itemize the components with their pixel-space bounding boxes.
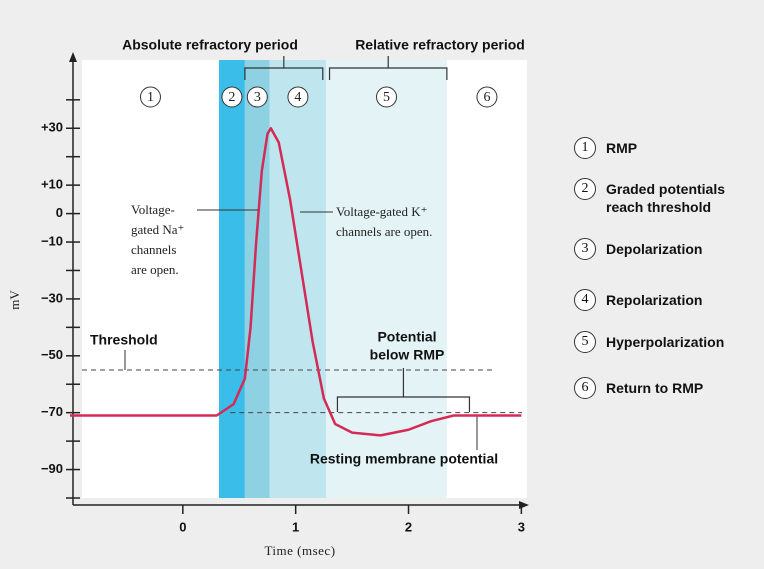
- legend-number: 5: [574, 331, 596, 353]
- phase-marker: [287, 86, 309, 108]
- phase-number: 1: [147, 90, 154, 105]
- legend-item: 2 Graded potentials reach threshold: [574, 178, 760, 216]
- k-note: channels are open.: [336, 224, 432, 239]
- legend-item: 4 Repolarization: [574, 289, 760, 311]
- x-arrow: [519, 501, 529, 509]
- legend-item: 5 Hyperpolarization: [574, 331, 760, 353]
- legend-label: Repolarization: [606, 292, 703, 308]
- legend-number: 2: [574, 178, 596, 200]
- legend-label: Return to RMP: [606, 380, 704, 396]
- phase-marker: [221, 86, 243, 108]
- period-bracket: [244, 56, 324, 80]
- y-tick-label: −90: [41, 461, 63, 476]
- x-tick-label: 0: [179, 519, 186, 534]
- phase-band: [218, 60, 245, 498]
- x-tick-label: 2: [405, 519, 412, 534]
- phase-marker: [246, 86, 268, 108]
- period-label: Relative refractory period: [355, 37, 525, 53]
- legend-item: 6 Return to RMP: [574, 377, 760, 399]
- legend-label: Graded potentials reach threshold: [606, 181, 726, 215]
- phase-band: [244, 60, 270, 498]
- period-bracket: [328, 56, 448, 80]
- na-note: gated Na⁺: [131, 222, 184, 237]
- na-note: are open.: [131, 262, 179, 277]
- phase-band: [326, 60, 447, 498]
- phase-number: 4: [294, 90, 301, 105]
- below-rmp-bracket: [336, 368, 471, 412]
- y-tick-label: −10: [41, 233, 63, 248]
- phase-number: 2: [228, 90, 235, 105]
- phase-marker: [139, 86, 161, 108]
- resting-label: Resting membrane potential: [310, 451, 498, 467]
- legend-label: RMP: [606, 140, 638, 156]
- y-tick-label: +30: [41, 120, 63, 135]
- legend-label: Hyperpolarization: [606, 334, 725, 350]
- phase-number: 3: [254, 90, 261, 105]
- legend-item: 3 Depolarization: [574, 238, 760, 260]
- k-note: Voltage-gated K⁺: [336, 204, 427, 219]
- legend-item: 1 RMP: [574, 137, 760, 159]
- y-tick-label: −50: [41, 347, 63, 362]
- below-rmp-label: Potential: [377, 329, 436, 345]
- legend-number: 3: [574, 238, 596, 260]
- phase-number: 6: [483, 90, 490, 105]
- below-rmp-label: below RMP: [370, 347, 445, 363]
- phase-marker: [476, 86, 498, 108]
- threshold-label: Threshold: [90, 332, 158, 348]
- x-tick-label: 3: [518, 519, 525, 534]
- x-tick-label: 1: [292, 519, 299, 534]
- legend-label: Depolarization: [606, 241, 703, 257]
- na-note: Voltage-: [131, 202, 175, 217]
- na-note: channels: [131, 242, 176, 257]
- y-tick-label: 0: [56, 205, 63, 220]
- y-tick-label: −70: [41, 404, 63, 419]
- y-axis-label: mV: [7, 290, 22, 310]
- phase-marker: [376, 86, 398, 108]
- phase-number: 5: [383, 90, 390, 105]
- legend-number: 4: [574, 289, 596, 311]
- legend-number: 6: [574, 377, 596, 399]
- y-tick-label: −30: [41, 290, 63, 305]
- phase-band: [269, 60, 327, 498]
- period-label: Absolute refractory period: [122, 37, 298, 53]
- legend-number: 1: [574, 137, 596, 159]
- y-tick-label: +10: [41, 177, 63, 192]
- x-axis-label: Time (msec): [264, 543, 335, 558]
- membrane-potential-line: [70, 127, 522, 437]
- y-arrow: [69, 52, 77, 62]
